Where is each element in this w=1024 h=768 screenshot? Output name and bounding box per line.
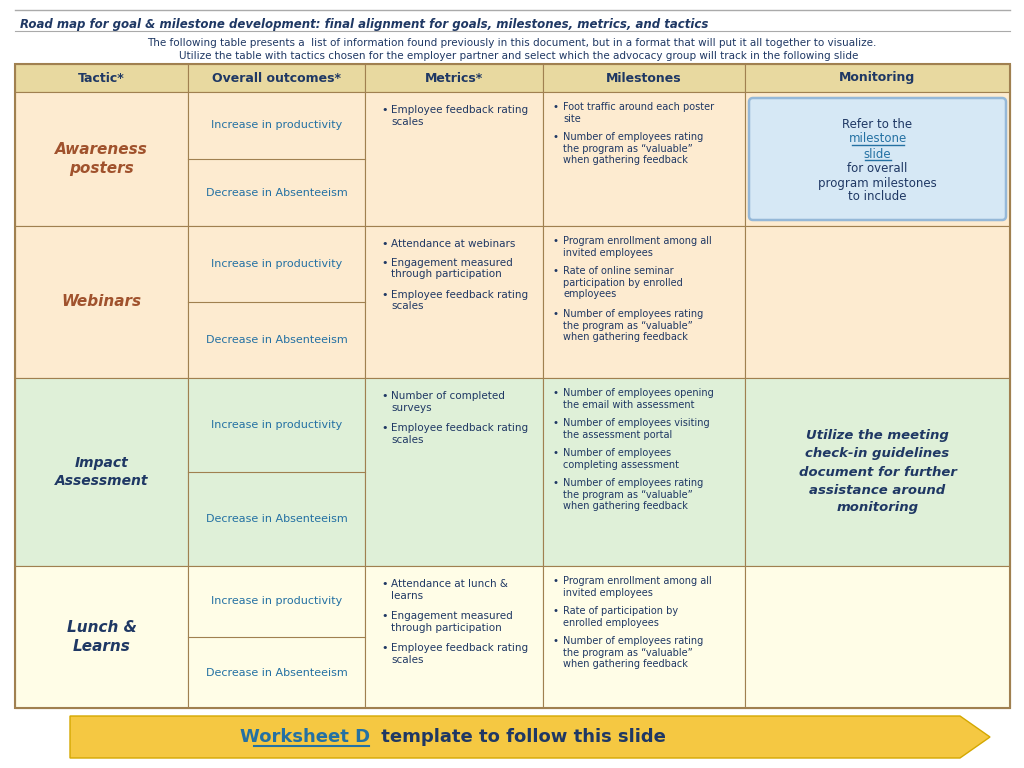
Text: Overall outcomes*: Overall outcomes* <box>212 71 341 84</box>
Text: Worksheet D: Worksheet D <box>240 728 370 746</box>
Text: Engagement measured
through participation: Engagement measured through participatio… <box>391 257 513 279</box>
Text: to include: to include <box>848 190 906 204</box>
Bar <box>745 226 1010 378</box>
Text: Program enrollment among all
invited employees: Program enrollment among all invited emp… <box>563 236 712 257</box>
Bar <box>365 378 543 566</box>
Text: Lunch &
Learns: Lunch & Learns <box>67 621 136 654</box>
Text: Increase in productivity: Increase in productivity <box>211 259 342 269</box>
Text: Decrease in Absenteeism: Decrease in Absenteeism <box>206 667 347 677</box>
Text: •: • <box>381 290 387 300</box>
Text: Decrease in Absenteeism: Decrease in Absenteeism <box>206 187 347 197</box>
Text: •: • <box>381 423 387 433</box>
Text: slide: slide <box>863 147 891 161</box>
Text: Road map for goal & milestone development: final alignment for goals, milestones: Road map for goal & milestone developmen… <box>20 18 709 31</box>
Bar <box>543 566 745 708</box>
Bar <box>745 566 1010 708</box>
Bar <box>188 226 365 378</box>
Text: •: • <box>553 102 559 112</box>
Text: Increase in productivity: Increase in productivity <box>211 121 342 131</box>
Text: Attendance at lunch &
learns: Attendance at lunch & learns <box>391 579 508 601</box>
Text: •: • <box>381 105 387 115</box>
FancyBboxPatch shape <box>749 98 1006 220</box>
Text: Foot traffic around each poster
site: Foot traffic around each poster site <box>563 102 714 124</box>
Text: milestone: milestone <box>848 133 906 145</box>
Text: program milestones: program milestones <box>818 177 937 190</box>
Text: Increase in productivity: Increase in productivity <box>211 597 342 607</box>
Bar <box>365 92 543 226</box>
Text: Number of employees rating
the program as “valuable”
when gathering feedback: Number of employees rating the program a… <box>563 132 703 165</box>
Text: Employee feedback rating
scales: Employee feedback rating scales <box>391 423 528 445</box>
Text: •: • <box>381 257 387 267</box>
Text: Increase in productivity: Increase in productivity <box>211 420 342 430</box>
Text: •: • <box>553 606 559 616</box>
Text: •: • <box>553 576 559 586</box>
Text: •: • <box>381 239 387 249</box>
Text: template to follow this slide: template to follow this slide <box>375 728 666 746</box>
Text: Impact
Assessment: Impact Assessment <box>54 456 148 488</box>
Text: Attendance at webinars: Attendance at webinars <box>391 239 515 249</box>
Text: Engagement measured
through participation: Engagement measured through participatio… <box>391 611 513 633</box>
Text: •: • <box>553 388 559 398</box>
Bar <box>188 92 365 226</box>
Text: Decrease in Absenteeism: Decrease in Absenteeism <box>206 514 347 524</box>
Text: •: • <box>553 448 559 458</box>
Bar <box>365 566 543 708</box>
Text: •: • <box>553 418 559 428</box>
Text: Milestones: Milestones <box>606 71 682 84</box>
Bar <box>15 378 188 566</box>
Text: Number of employees rating
the program as “valuable”
when gathering feedback: Number of employees rating the program a… <box>563 478 703 511</box>
Text: •: • <box>553 236 559 246</box>
Text: •: • <box>381 579 387 589</box>
Bar <box>745 378 1010 566</box>
Text: Tactic*: Tactic* <box>78 71 125 84</box>
Bar <box>15 226 188 378</box>
Bar <box>543 64 745 92</box>
Text: Metrics*: Metrics* <box>425 71 483 84</box>
Text: Refer to the: Refer to the <box>843 118 912 131</box>
Bar <box>15 64 1010 708</box>
Text: Decrease in Absenteeism: Decrease in Absenteeism <box>206 335 347 345</box>
Bar <box>15 566 188 708</box>
Text: Awareness
posters: Awareness posters <box>55 142 147 176</box>
Polygon shape <box>70 716 990 758</box>
Text: Employee feedback rating
scales: Employee feedback rating scales <box>391 105 528 127</box>
Text: Employee feedback rating
scales: Employee feedback rating scales <box>391 290 528 311</box>
Bar <box>15 64 188 92</box>
Bar <box>365 226 543 378</box>
Text: Number of employees opening
the email with assessment: Number of employees opening the email wi… <box>563 388 714 409</box>
Text: •: • <box>381 643 387 653</box>
Text: for overall: for overall <box>847 163 907 176</box>
Text: Utilize the table with tactics chosen for the employer partner and select which : Utilize the table with tactics chosen fo… <box>166 51 858 61</box>
Text: •: • <box>553 132 559 142</box>
Text: Number of completed
surveys: Number of completed surveys <box>391 391 505 412</box>
Text: Rate of participation by
enrolled employees: Rate of participation by enrolled employ… <box>563 606 678 627</box>
Bar <box>543 378 745 566</box>
Bar <box>188 378 365 566</box>
Text: Rate of online seminar
participation by enrolled
employees: Rate of online seminar participation by … <box>563 266 683 300</box>
Text: The following table presents a  list of information found previously in this doc: The following table presents a list of i… <box>147 38 877 48</box>
Bar <box>188 64 365 92</box>
Text: Program enrollment among all
invited employees: Program enrollment among all invited emp… <box>563 576 712 598</box>
Text: Number of employees visiting
the assessment portal: Number of employees visiting the assessm… <box>563 418 710 439</box>
Text: Number of employees
completing assessment: Number of employees completing assessmen… <box>563 448 679 469</box>
Text: Webinars: Webinars <box>61 294 141 310</box>
Text: •: • <box>381 611 387 621</box>
Bar <box>543 92 745 226</box>
Bar <box>745 64 1010 92</box>
Text: Number of employees rating
the program as “valuable”
when gathering feedback: Number of employees rating the program a… <box>563 636 703 669</box>
Bar <box>745 92 1010 226</box>
Bar <box>365 64 543 92</box>
Text: •: • <box>553 266 559 276</box>
Bar <box>15 92 188 226</box>
Text: Monitoring: Monitoring <box>840 71 915 84</box>
Text: Utilize the meeting
check-in guidelines
document for further
assistance around
m: Utilize the meeting check-in guidelines … <box>799 429 956 515</box>
Bar <box>188 566 365 708</box>
Text: •: • <box>381 391 387 401</box>
Text: •: • <box>553 636 559 646</box>
Text: Employee feedback rating
scales: Employee feedback rating scales <box>391 643 528 664</box>
Text: •: • <box>553 478 559 488</box>
Text: Number of employees rating
the program as “valuable”
when gathering feedback: Number of employees rating the program a… <box>563 309 703 343</box>
Text: •: • <box>553 309 559 319</box>
Bar <box>543 226 745 378</box>
